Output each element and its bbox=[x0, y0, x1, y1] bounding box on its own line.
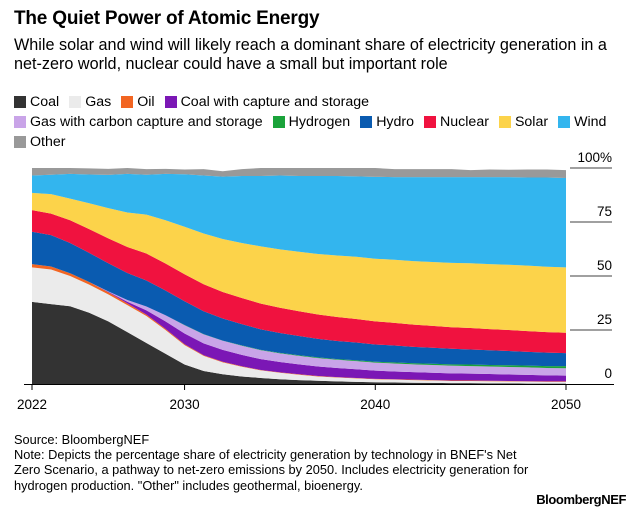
x-axis: 2022 2030 2040 2050 bbox=[17, 384, 614, 412]
legend-item: Coal bbox=[14, 93, 59, 111]
x-tick-label: 2040 bbox=[360, 397, 390, 412]
legend-swatch bbox=[558, 116, 571, 128]
legend-label: Nuclear bbox=[440, 114, 489, 130]
legend-swatch bbox=[272, 116, 285, 128]
legend-label: Other bbox=[30, 134, 66, 150]
x-tick-label: 2050 bbox=[551, 397, 581, 412]
y-tick-label: 25 bbox=[597, 312, 612, 327]
area-nuclear bbox=[32, 210, 566, 354]
legend-item: Hydrogen bbox=[272, 113, 351, 131]
legend-label: Gas with carbon capture and storage bbox=[30, 114, 263, 130]
legend-label: Hydrogen bbox=[288, 114, 351, 130]
area-gas bbox=[32, 267, 566, 384]
legend-swatch bbox=[360, 116, 373, 128]
legend-item: Wind bbox=[558, 113, 606, 131]
chart-footer: Source: BloombergNEF Note: Depicts the p… bbox=[14, 432, 534, 493]
legend-swatch bbox=[424, 116, 437, 128]
legend-label: Oil bbox=[137, 94, 155, 110]
x-tick-label: 2022 bbox=[17, 397, 47, 412]
legend-item: Other bbox=[14, 133, 65, 151]
methodology-note: Note: Depicts the percentage share of el… bbox=[14, 447, 529, 493]
legend-label: Hydro bbox=[376, 114, 415, 130]
legend-swatch bbox=[69, 96, 82, 108]
chart-title: The Quiet Power of Atomic Energy bbox=[14, 8, 320, 29]
legend-item: Nuclear bbox=[424, 113, 489, 131]
legend-label: Coal with capture and storage bbox=[180, 94, 370, 110]
legend-swatch bbox=[164, 96, 177, 108]
area-hydro bbox=[32, 231, 566, 367]
legend-item: Oil bbox=[121, 93, 155, 111]
legend-swatch bbox=[498, 116, 511, 128]
legend-item: Gas bbox=[69, 93, 111, 111]
brand-logo: BloombergNEF bbox=[536, 492, 626, 507]
area-wind bbox=[32, 173, 566, 268]
area-other bbox=[32, 168, 566, 178]
gridlines bbox=[570, 167, 612, 331]
legend-label: Gas bbox=[85, 94, 112, 110]
area-coal bbox=[32, 301, 566, 384]
legend-item: Coal with capture and storage bbox=[164, 93, 370, 111]
y-tick-label: 100% bbox=[577, 150, 612, 165]
legend-swatch bbox=[14, 116, 26, 128]
chart-legend: Coal Gas Oil Coal with capture and storage G… bbox=[14, 93, 634, 153]
y-tick-label: 75 bbox=[597, 204, 612, 219]
legend-item: Solar bbox=[498, 113, 549, 131]
source-note: Source: BloombergNEF bbox=[14, 432, 150, 447]
legend-swatch bbox=[14, 136, 26, 148]
legend-swatch bbox=[121, 96, 134, 108]
area-solar bbox=[32, 192, 566, 333]
legend-swatch bbox=[14, 96, 26, 108]
y-tick-label: 0 bbox=[604, 366, 612, 381]
legend-item: Hydro bbox=[360, 113, 414, 131]
y-axis-ticks: 0 25 50 75 100% bbox=[577, 150, 612, 381]
x-tick-label: 2030 bbox=[170, 397, 200, 412]
legend-label: Wind bbox=[574, 114, 607, 130]
legend-label: Coal bbox=[30, 94, 60, 110]
legend-item: Gas with carbon capture and storage bbox=[14, 113, 263, 131]
area-layers bbox=[32, 168, 566, 384]
y-tick-label: 50 bbox=[597, 258, 612, 273]
chart-subtitle: While solar and wind will likely reach a… bbox=[14, 36, 607, 73]
stacked-area-chart: 0 25 50 75 100% 2022 2030 2040 2050 bbox=[17, 150, 614, 412]
legend-label: Solar bbox=[514, 114, 549, 130]
